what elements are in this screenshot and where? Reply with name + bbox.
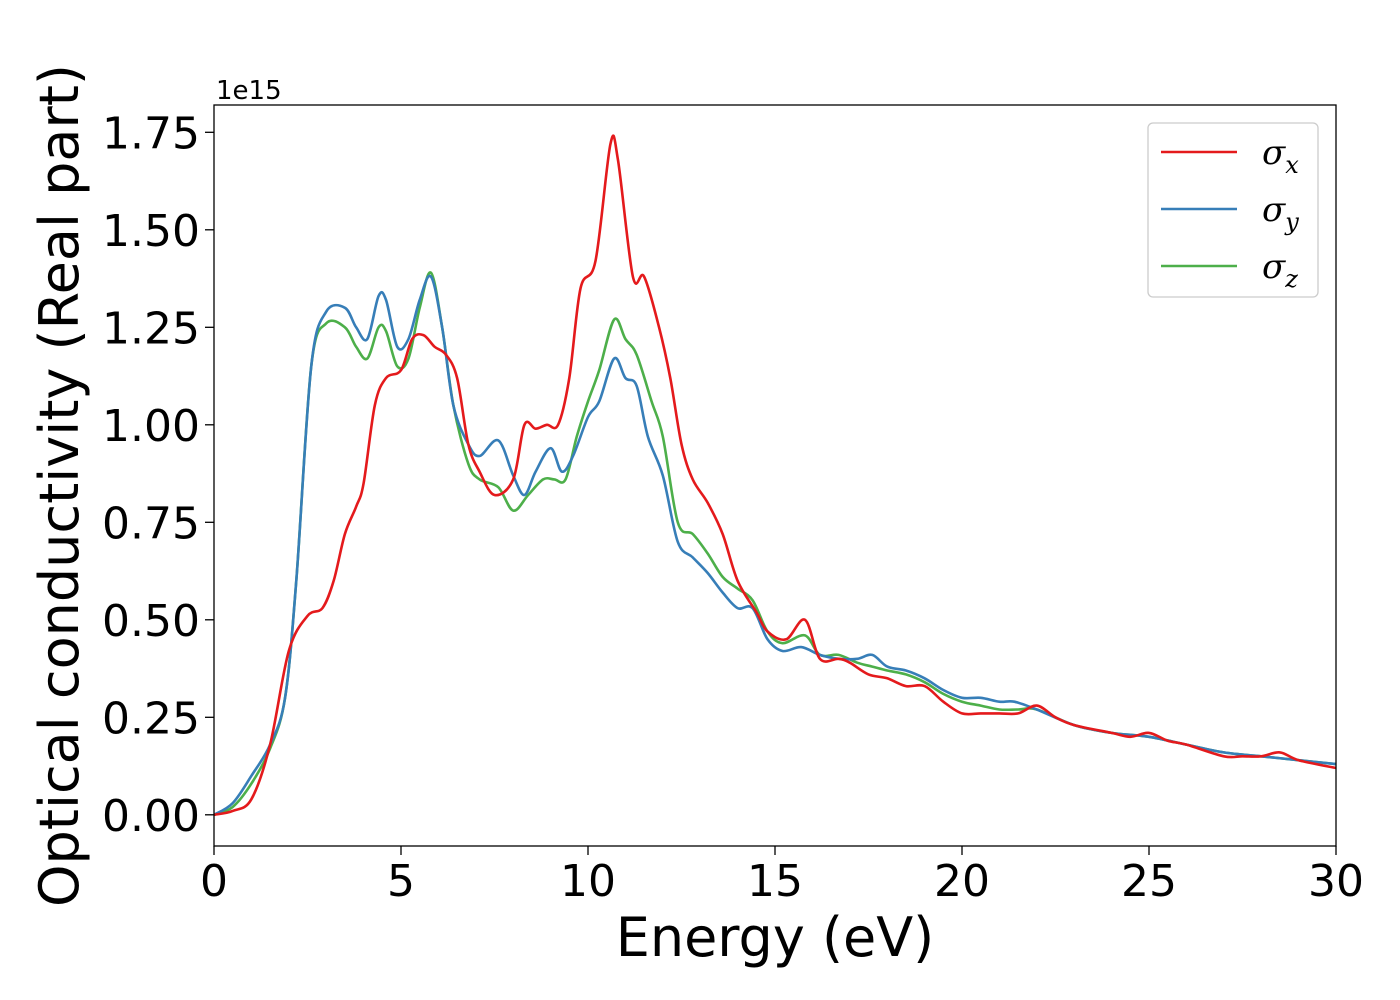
y-axis-ticks: 0.00 0.25 0.50 0.75 1.00 1.25 1.50 1.75 xyxy=(102,108,214,842)
x-tick-label: 15 xyxy=(747,856,803,907)
y-axis-label: Optical conductivity (Real part) xyxy=(28,64,91,907)
x-axis-ticks: 0 5 10 15 20 25 30 xyxy=(200,846,1364,907)
x-tick-label: 25 xyxy=(1121,856,1177,907)
y-tick-label: 0.75 xyxy=(102,498,200,549)
y-tick-label: 1.00 xyxy=(102,401,200,452)
x-tick-label: 0 xyxy=(200,856,228,907)
y-tick-label: 1.25 xyxy=(102,303,200,354)
x-tick-label: 20 xyxy=(934,856,990,907)
legend-label-y: σy xyxy=(1262,190,1299,236)
y-offset-label: 1e15 xyxy=(216,76,282,106)
y-tick-label: 0.25 xyxy=(102,693,200,744)
x-tick-label: 5 xyxy=(387,856,415,907)
legend-label-x: σx xyxy=(1262,133,1299,179)
y-tick-label: 1.75 xyxy=(102,108,200,159)
y-tick-label: 0.00 xyxy=(102,791,200,842)
series-line-y xyxy=(214,274,1336,816)
y-tick-label: 0.50 xyxy=(102,596,200,647)
series-line-x xyxy=(214,134,1336,817)
series-line-z xyxy=(214,271,1336,817)
y-tick-label: 1.50 xyxy=(102,206,200,257)
x-tick-label: 30 xyxy=(1308,856,1364,907)
x-tick-label: 10 xyxy=(560,856,616,907)
legend: σx σy σz xyxy=(1147,122,1319,298)
x-axis-label: Energy (eV) xyxy=(616,906,935,969)
legend-label-z: σz xyxy=(1262,247,1298,293)
series-layer xyxy=(214,134,1336,817)
